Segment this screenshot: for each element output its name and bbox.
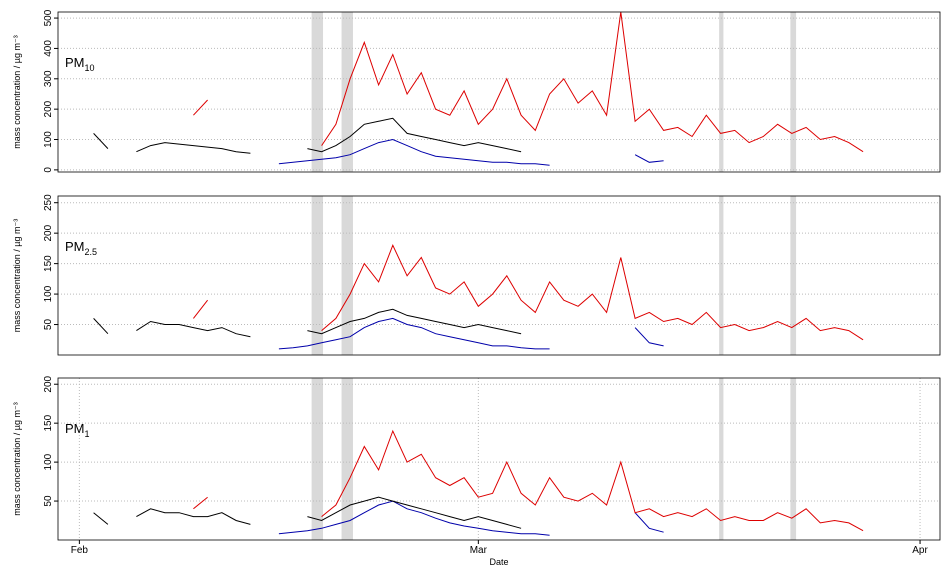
shaded-period (341, 12, 353, 172)
series-line (278, 317, 664, 350)
panel-label-main: PM (65, 239, 85, 254)
series-line (193, 12, 864, 153)
y-tick-label: 250 (43, 194, 54, 211)
series-line (193, 244, 864, 341)
panel-label-subscript: 2.5 (85, 247, 98, 257)
y-tick-label: 200 (43, 224, 54, 241)
y-tick-label: 400 (43, 40, 54, 57)
series-line (93, 496, 522, 529)
y-axis-label: mass concentration / µg m⁻³ (12, 402, 22, 515)
shaded-period (311, 12, 324, 172)
y-tick-label: 500 (43, 9, 54, 26)
panel-label: PM1 (65, 421, 90, 439)
plot-area (93, 244, 864, 350)
y-tick-label: 150 (43, 255, 54, 272)
panel-label-main: PM (65, 421, 85, 436)
y-axis-label: mass concentration / µg m⁻³ (12, 219, 22, 332)
series-line (93, 117, 522, 154)
shaded-period (719, 12, 724, 172)
y-tick-label: 50 (43, 495, 54, 507)
shaded-period (341, 196, 353, 355)
x-tick-label: Mar (470, 545, 488, 556)
series-line (93, 308, 522, 338)
x-axis-label: Date (489, 557, 508, 567)
series-line (193, 429, 864, 532)
y-tick-label: 100 (43, 285, 54, 302)
series-line (278, 138, 664, 166)
plot-area (93, 429, 864, 536)
panel-label-main: PM (65, 55, 85, 70)
panel-label-subscript: 1 (85, 429, 90, 439)
series-line (278, 500, 664, 536)
shaded-period (311, 378, 324, 540)
shaded-period (790, 378, 797, 540)
y-tick-label: 100 (43, 131, 54, 148)
shaded-period (719, 196, 724, 355)
shaded-period (311, 196, 324, 355)
plot-frame (57, 195, 941, 356)
panel-label-subscript: 10 (85, 63, 95, 73)
y-tick-label: 50 (43, 319, 54, 331)
y-axis-label: mass concentration / µg m⁻³ (12, 35, 22, 148)
y-tick-label: 150 (43, 414, 54, 431)
plot-frame (57, 11, 941, 173)
x-tick-label: Feb (71, 545, 89, 556)
y-tick-label: 200 (43, 375, 54, 392)
shaded-period (341, 378, 353, 540)
x-tick-label: Apr (912, 545, 928, 556)
y-tick-label: 100 (43, 453, 54, 470)
panel-label: PM2.5 (65, 239, 97, 257)
y-tick-label: 0 (43, 167, 54, 173)
shaded-period (790, 12, 797, 172)
y-tick-label: 300 (43, 70, 54, 87)
shaded-period (719, 378, 724, 540)
plot-area (93, 12, 864, 166)
plot-frame (57, 377, 941, 541)
panel-label: PM10 (65, 55, 95, 73)
y-tick-label: 200 (43, 100, 54, 117)
shaded-period (790, 196, 797, 355)
